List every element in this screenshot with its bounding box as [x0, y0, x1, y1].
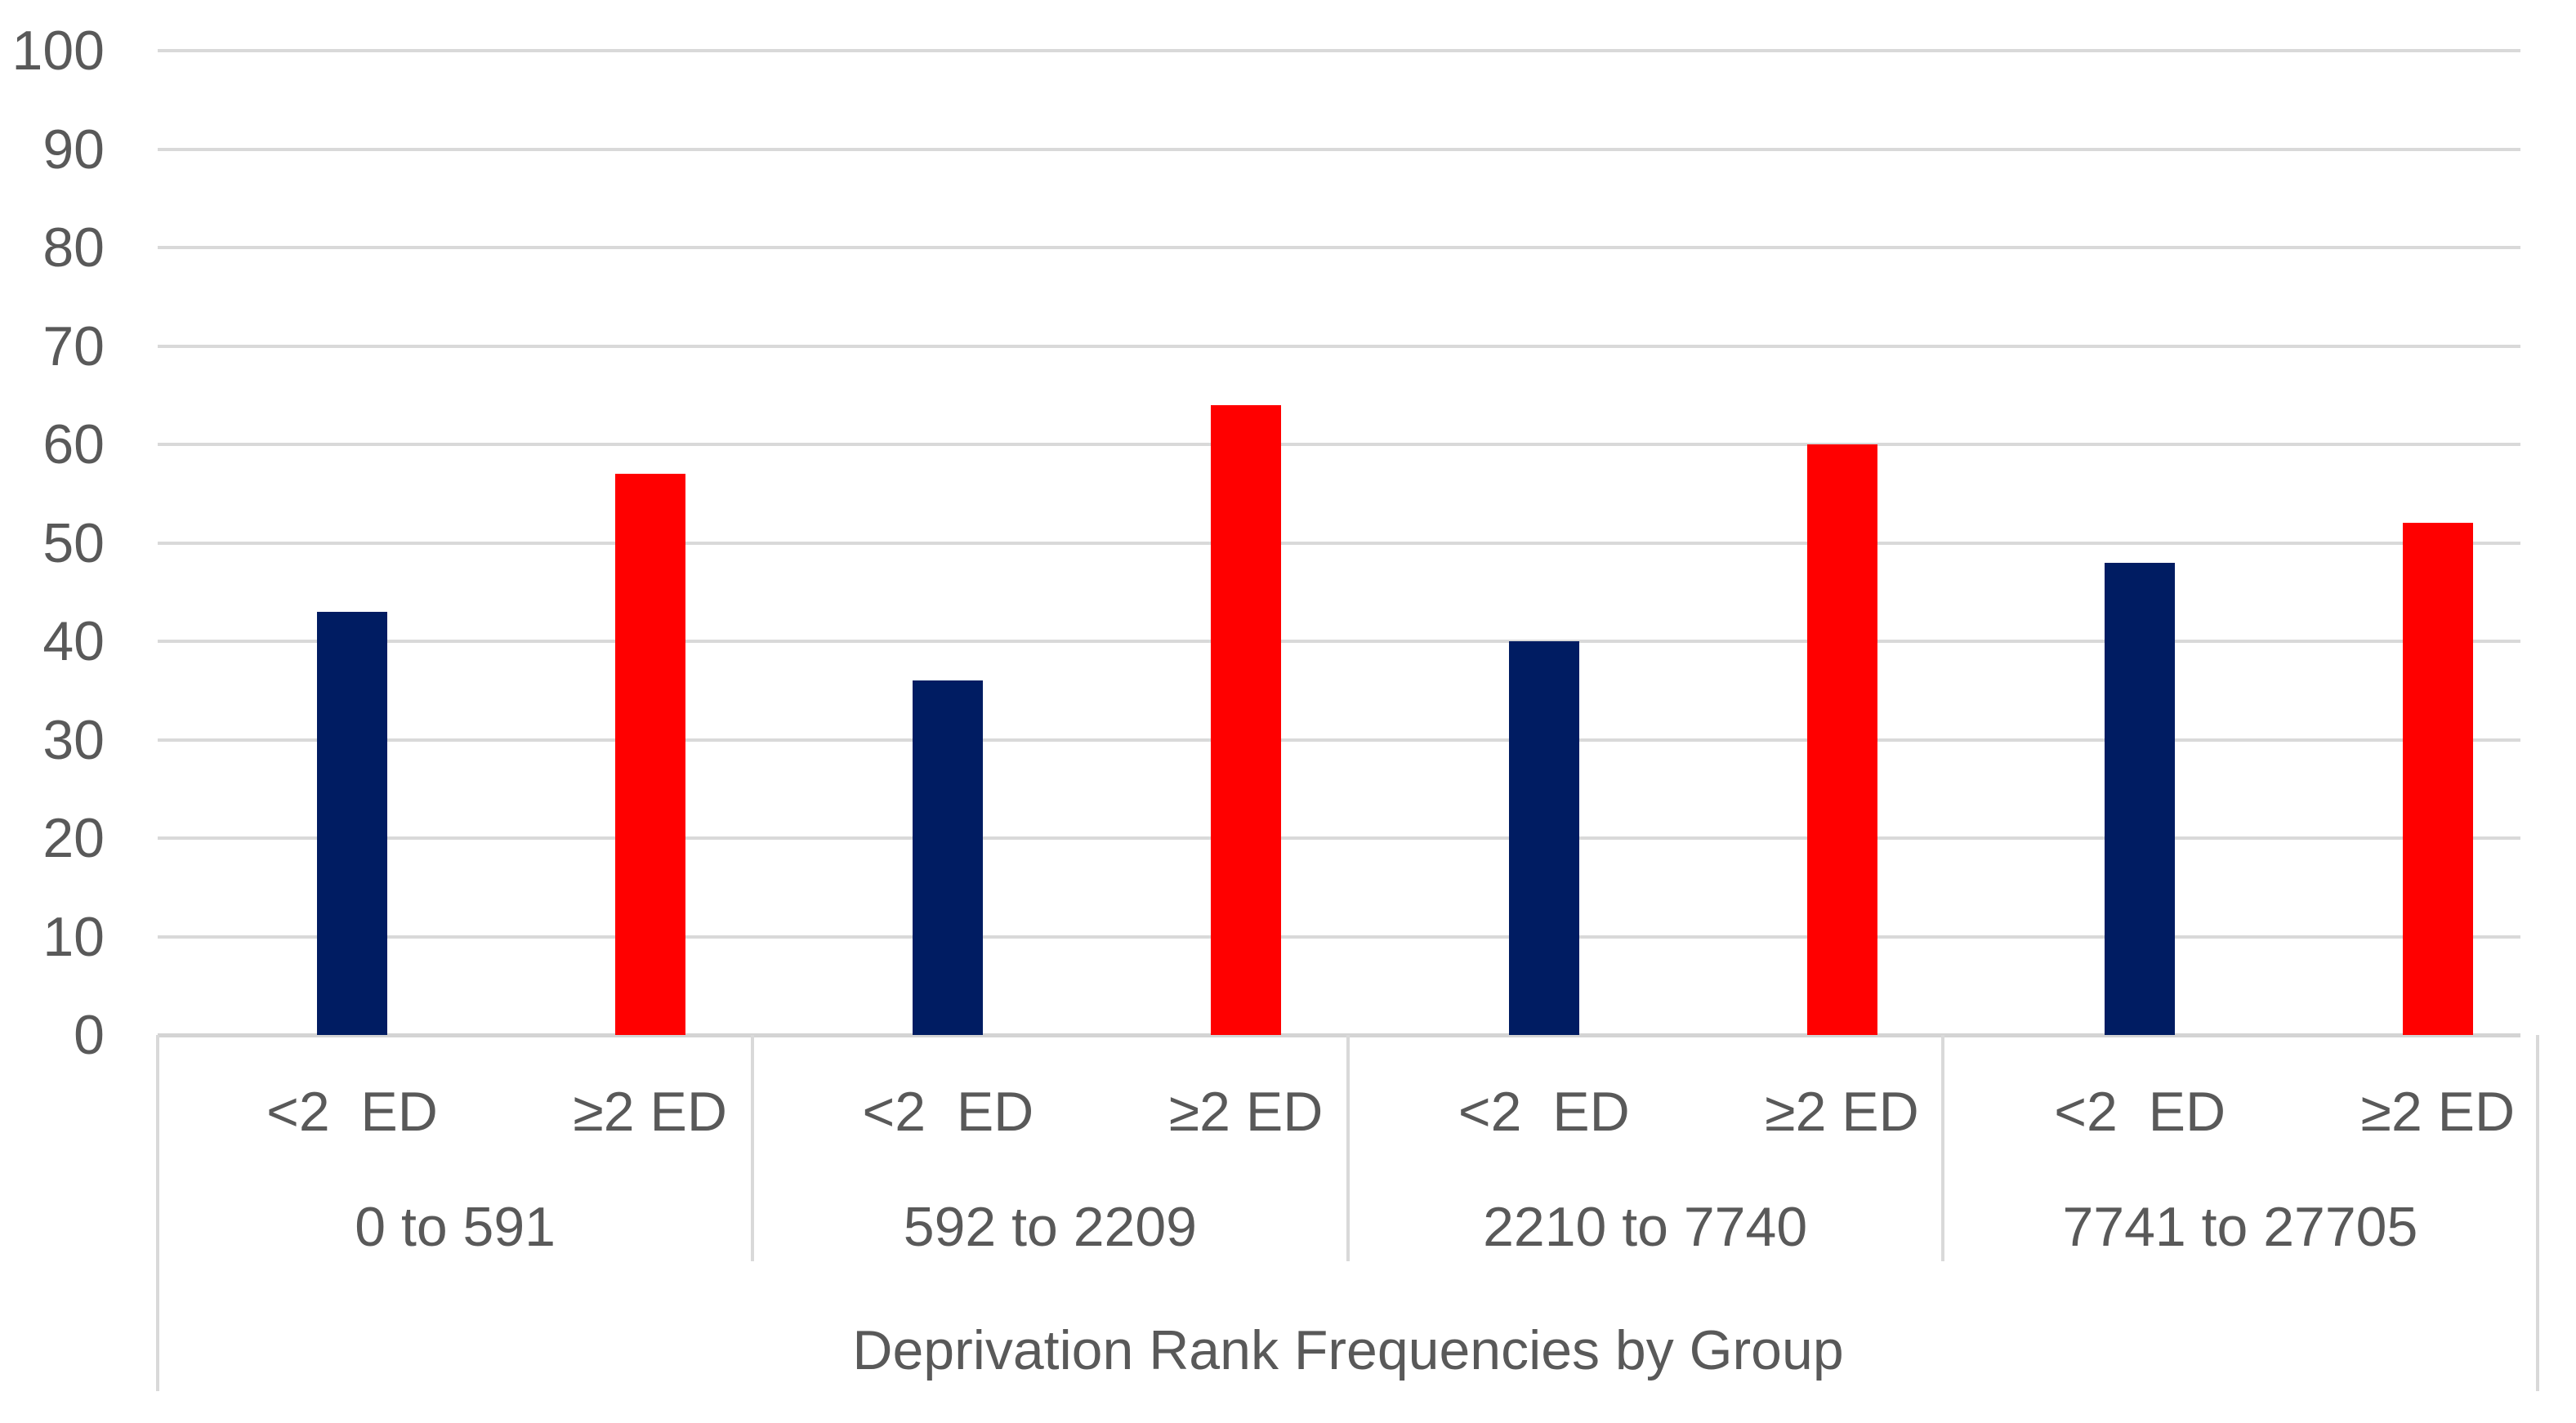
bar-<2-ED-group-4: [2105, 562, 2176, 1035]
gridline-10: [158, 935, 2520, 939]
group-label: 592 to 2209: [903, 1196, 1197, 1258]
bar-≥2-ED-group-1: [614, 474, 685, 1035]
category-separator: [156, 1035, 159, 1391]
y-tick-label-100: 100: [11, 20, 105, 82]
gridline-80: [158, 246, 2520, 249]
group-label: 7741 to 27705: [2062, 1196, 2418, 1258]
gridline-70: [158, 344, 2520, 348]
gridline-40: [158, 640, 2520, 643]
y-tick-label-60: 60: [42, 413, 105, 475]
category-label: <2 ED: [2054, 1081, 2226, 1143]
y-tick-label-80: 80: [42, 216, 105, 279]
x-axis-title: Deprivation Rank Frequencies by Group: [852, 1319, 1844, 1381]
y-tick-label-50: 50: [42, 511, 105, 574]
y-tick-label-10: 10: [42, 905, 105, 968]
gridline-100: [158, 49, 2520, 52]
gridline-20: [158, 836, 2520, 840]
x-axis-line: [158, 1033, 2520, 1037]
bar-<2-ED-group-2: [913, 680, 984, 1035]
group-label: 2210 to 7740: [1483, 1196, 1808, 1258]
gridline-90: [158, 147, 2520, 151]
y-tick-label-20: 20: [42, 807, 105, 869]
y-tick-label-0: 0: [74, 1004, 105, 1066]
y-tick-label-90: 90: [42, 118, 105, 181]
category-label: <2 ED: [862, 1081, 1034, 1143]
category-separator: [2536, 1035, 2539, 1391]
bar-≥2-ED-group-3: [1806, 444, 1877, 1035]
category-separator: [751, 1035, 755, 1261]
gridline-50: [158, 541, 2520, 545]
category-label: <2 ED: [266, 1081, 438, 1143]
category-label: <2 ED: [1458, 1081, 1630, 1143]
category-label: ≥2 ED: [1765, 1081, 1919, 1143]
y-tick-label-30: 30: [42, 708, 105, 771]
group-label: 0 to 591: [355, 1196, 556, 1258]
bar-<2-ED-group-1: [317, 611, 387, 1035]
y-tick-label-40: 40: [42, 610, 105, 672]
category-label: ≥2 ED: [2360, 1081, 2516, 1143]
gridline-60: [158, 443, 2520, 446]
bar-<2-ED-group-3: [1508, 641, 1579, 1035]
category-label: ≥2 ED: [573, 1081, 727, 1143]
category-separator: [1940, 1035, 1944, 1261]
category-separator: [1346, 1035, 1350, 1261]
bar-≥2-ED-group-2: [1211, 404, 1282, 1035]
y-tick-label-70: 70: [42, 314, 105, 377]
category-label: ≥2 ED: [1168, 1081, 1324, 1143]
bar-≥2-ED-group-4: [2402, 523, 2473, 1035]
gridline-30: [158, 738, 2520, 742]
